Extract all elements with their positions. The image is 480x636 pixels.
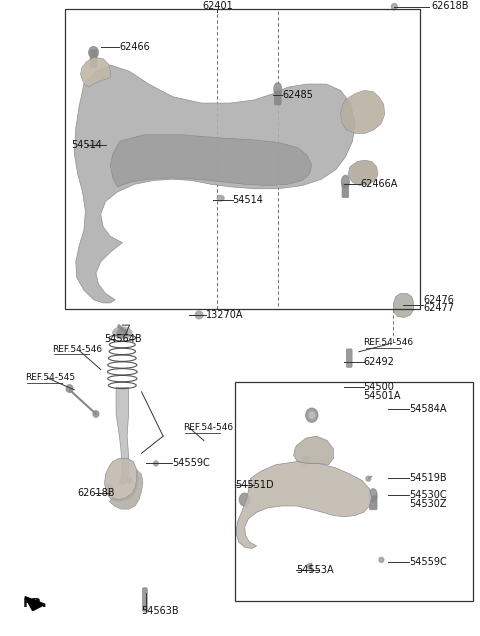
Ellipse shape (195, 311, 203, 319)
Text: REF.54-545: REF.54-545 (25, 373, 75, 382)
Ellipse shape (93, 411, 99, 417)
Polygon shape (105, 459, 138, 502)
Ellipse shape (307, 563, 312, 569)
Ellipse shape (154, 461, 158, 466)
Polygon shape (393, 293, 413, 317)
Polygon shape (74, 65, 355, 303)
Text: 62466A: 62466A (361, 179, 398, 190)
Text: 54514: 54514 (71, 140, 102, 150)
Ellipse shape (89, 46, 98, 58)
Polygon shape (294, 436, 334, 465)
Text: 62477: 62477 (423, 303, 454, 313)
Ellipse shape (143, 607, 147, 612)
Text: 62476: 62476 (423, 294, 454, 305)
Text: 62466: 62466 (119, 42, 150, 52)
Ellipse shape (379, 557, 384, 562)
Text: 54500: 54500 (364, 382, 395, 392)
Text: 13270A: 13270A (206, 310, 244, 320)
Ellipse shape (240, 494, 250, 506)
Polygon shape (81, 57, 110, 87)
Text: 54563B: 54563B (142, 605, 179, 616)
Text: REF.54-546: REF.54-546 (52, 345, 102, 354)
FancyBboxPatch shape (275, 91, 281, 105)
Ellipse shape (108, 487, 113, 492)
Ellipse shape (127, 478, 132, 483)
Ellipse shape (303, 459, 309, 465)
FancyBboxPatch shape (347, 349, 352, 368)
Polygon shape (236, 462, 372, 548)
Ellipse shape (342, 176, 349, 188)
Text: 54530Z: 54530Z (408, 499, 446, 509)
Text: 54559C: 54559C (408, 556, 446, 567)
Text: REF.54-546: REF.54-546 (183, 424, 233, 432)
Polygon shape (110, 135, 312, 187)
Ellipse shape (117, 329, 128, 336)
Text: 54584A: 54584A (408, 404, 446, 414)
Ellipse shape (309, 412, 315, 418)
Ellipse shape (91, 141, 98, 148)
Polygon shape (109, 470, 143, 509)
Polygon shape (25, 597, 45, 611)
Polygon shape (341, 90, 384, 134)
Text: 62492: 62492 (364, 357, 395, 367)
Bar (235, 382, 472, 601)
FancyBboxPatch shape (370, 496, 377, 509)
Text: 54530C: 54530C (408, 490, 446, 500)
Bar (65, 9, 420, 309)
Text: FR.: FR. (23, 597, 48, 609)
Ellipse shape (107, 484, 112, 490)
Text: 54551D: 54551D (235, 480, 274, 490)
Text: 62618B: 62618B (78, 488, 115, 498)
Text: 54519B: 54519B (408, 473, 446, 483)
Text: 54559C: 54559C (172, 459, 209, 469)
Ellipse shape (366, 476, 371, 481)
Ellipse shape (391, 3, 397, 10)
Ellipse shape (370, 489, 377, 502)
Ellipse shape (113, 327, 132, 338)
Polygon shape (116, 387, 129, 484)
Text: REF.54-546: REF.54-546 (364, 338, 414, 347)
FancyBboxPatch shape (143, 588, 147, 611)
Text: 62618B: 62618B (432, 1, 469, 11)
Text: 54553A: 54553A (297, 565, 334, 575)
Polygon shape (348, 160, 378, 186)
FancyBboxPatch shape (342, 184, 349, 198)
Text: 54514: 54514 (233, 195, 264, 205)
Ellipse shape (301, 456, 312, 467)
FancyBboxPatch shape (90, 50, 97, 67)
Text: 62401: 62401 (202, 1, 233, 11)
Ellipse shape (274, 83, 282, 95)
Ellipse shape (66, 385, 73, 392)
Text: 62485: 62485 (282, 90, 313, 100)
Ellipse shape (306, 408, 318, 422)
Ellipse shape (217, 195, 224, 201)
Text: 54501A: 54501A (364, 391, 401, 401)
Text: 54564B: 54564B (104, 334, 142, 344)
